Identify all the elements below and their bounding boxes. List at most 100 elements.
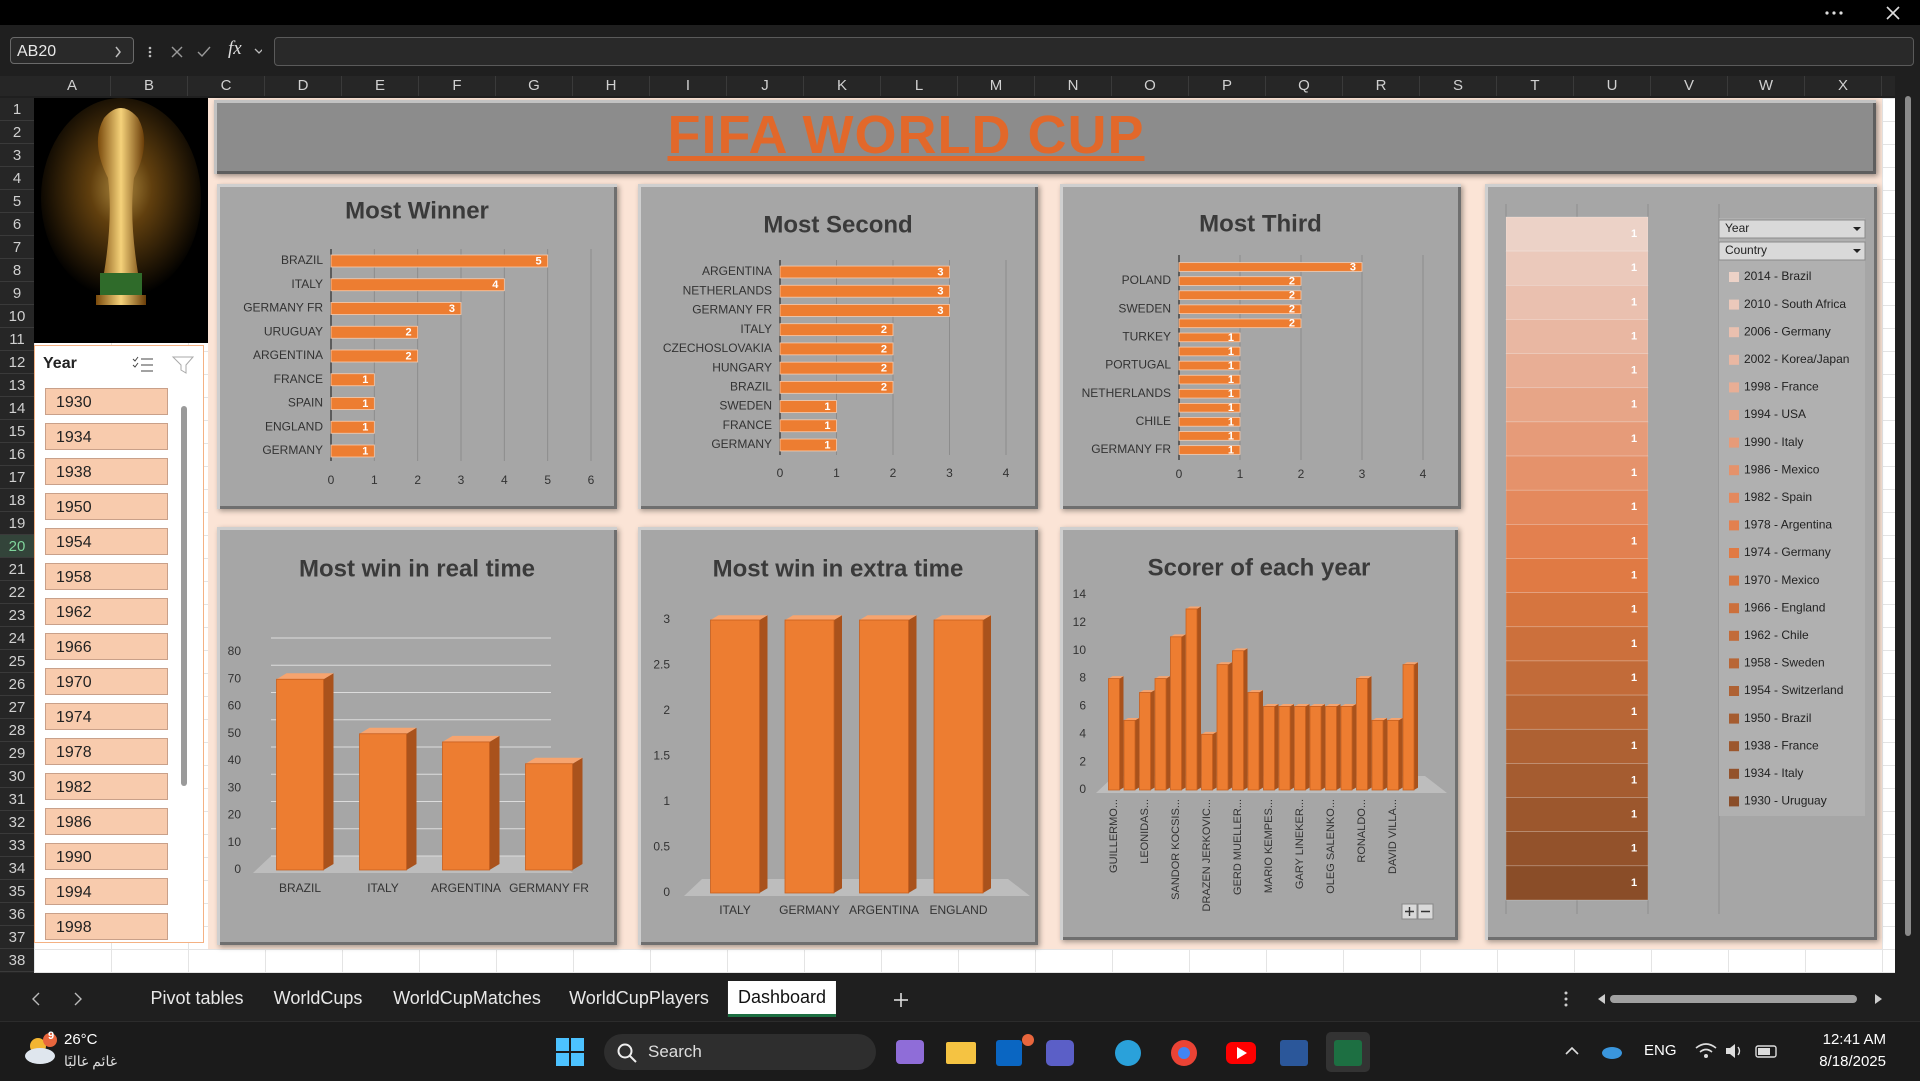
legend-swatch [1729, 492, 1739, 503]
name-box[interactable]: AB20 [10, 37, 134, 64]
filter-button[interactable] [1718, 219, 1866, 239]
bar [1309, 706, 1322, 791]
data-label: 1 [362, 422, 368, 434]
vertical-scrollbar[interactable] [1897, 76, 1920, 973]
legend-swatch [1729, 410, 1739, 420]
chart-title: Most Winner [345, 197, 489, 224]
bar [330, 397, 375, 410]
bar-side [1352, 704, 1356, 790]
bar [779, 304, 950, 317]
bar [1178, 388, 1241, 399]
slicer-icons[interactable] [131, 354, 197, 376]
slicer-item[interactable]: 1990 [45, 843, 168, 870]
slicer-item[interactable]: 1950 [45, 493, 168, 520]
legend-swatch [1729, 713, 1739, 724]
bar [330, 254, 549, 268]
sheet-tab[interactable]: WorldCups [273, 988, 363, 1008]
slicer-item[interactable]: 1938 [45, 458, 168, 485]
slicer-item[interactable]: 1958 [45, 563, 168, 590]
data-label: 1 [1631, 365, 1637, 377]
bar [1178, 304, 1302, 314]
row-header: 35 [0, 880, 34, 903]
bar [525, 763, 573, 871]
row-headers: 1 2 3 4 5 6 7 8 9 10 11 12 13 14 15 16 17 18 19 20 21 22 23 24 2… [0, 98, 34, 973]
weather-icon[interactable] [20, 1032, 60, 1068]
row-header: 1 [0, 98, 34, 121]
legend-swatch [1729, 437, 1739, 448]
start-button[interactable] [556, 1038, 586, 1068]
column-header: I [650, 76, 727, 96]
slicer-item[interactable]: 1994 [45, 878, 168, 905]
bar-top [1248, 690, 1263, 693]
slicer-scrollbar[interactable] [181, 406, 187, 786]
y-tick-label: 50 [228, 726, 242, 740]
slicer-item[interactable]: 1966 [45, 633, 168, 660]
legend-label: 2006 - Germany [1744, 324, 1831, 338]
data-label: 1 [1631, 535, 1637, 547]
row-header: 18 [0, 489, 34, 512]
scroll-thumb[interactable] [1905, 96, 1911, 936]
search-icon [617, 1043, 637, 1063]
system-icons[interactable] [1694, 1040, 1786, 1062]
slicer-item[interactable]: 1930 [45, 388, 168, 415]
slicer-item[interactable]: 1978 [45, 738, 168, 765]
formula-input[interactable] [274, 37, 1914, 66]
slicer-item[interactable]: 1970 [45, 668, 168, 695]
taskbar-apps[interactable] [890, 1032, 1370, 1072]
legend-swatch [1729, 686, 1739, 696]
sheet-tab[interactable]: WorldCupMatches [393, 988, 541, 1008]
category-label: POLAND [1122, 273, 1172, 287]
y-tick-label: 6 [1079, 699, 1086, 713]
horizontal-scrollbar[interactable] [1560, 989, 1890, 1009]
row-header: 29 [0, 742, 34, 765]
bar [1356, 678, 1368, 791]
stack-segment [1505, 250, 1649, 286]
slicer-item[interactable]: 1954 [45, 528, 168, 555]
bar-top [1139, 690, 1155, 693]
x-tick-label: 2 [414, 473, 421, 487]
slicer-item[interactable]: 1962 [45, 598, 168, 625]
y-tick-label: 20 [228, 808, 242, 822]
bar [359, 733, 407, 871]
chart-panel: Most Winner 0 1 2 3 4 5 6 BRAZIL 5 ITALY 4 GERMANY F… [217, 184, 617, 509]
filter-button[interactable] [1718, 241, 1866, 261]
y-tick-label: 2.5 [653, 658, 670, 672]
bar [784, 619, 835, 894]
tab-nav[interactable] [28, 991, 88, 1007]
category-label: SPAIN [288, 396, 323, 410]
search-box[interactable]: Search [604, 1034, 876, 1070]
legend-label: 1982 - Spain [1744, 490, 1812, 504]
filter-arrow [1853, 227, 1861, 231]
category-label: NETHERLANDS [683, 283, 772, 297]
add-sheet[interactable] [892, 991, 910, 1009]
bar [779, 380, 894, 394]
slicer-item[interactable]: 1998 [45, 913, 168, 940]
row-header: 26 [0, 673, 34, 696]
sheet-tab[interactable]: Pivot tables [150, 988, 244, 1008]
window-controls[interactable] [1822, 4, 1912, 22]
y-tick-label: 1.5 [653, 749, 670, 763]
row-header: 15 [0, 420, 34, 443]
language[interactable]: ENG [1644, 1042, 1677, 1059]
slicer-item[interactable]: 1934 [45, 423, 168, 450]
x-tick-label: 4 [1003, 466, 1010, 480]
row-header: 3 [0, 144, 34, 167]
weather-badge: 9 [47, 1030, 55, 1042]
fx-icon[interactable]: fx [228, 38, 242, 59]
bar-top [1372, 717, 1387, 721]
slicer-item[interactable]: 1982 [45, 773, 168, 800]
bar-top [1186, 606, 1201, 609]
category-label: GUILLERMO... [1108, 799, 1120, 873]
sheet-tab[interactable]: WorldCupPlayers [569, 988, 709, 1008]
slicer-item[interactable]: 1986 [45, 808, 168, 835]
row-header: 32 [0, 811, 34, 834]
sheet-tab[interactable]: Dashboard [727, 981, 837, 1017]
y-tick-label: 12 [1073, 615, 1087, 629]
slicer-item[interactable]: 1974 [45, 703, 168, 730]
data-label: 1 [1631, 774, 1637, 786]
category-label: GERMANY FR [1091, 442, 1171, 456]
column-header: W [1728, 76, 1805, 96]
category-label: GERD MUELLER... [1232, 799, 1244, 895]
tray-icons[interactable] [1562, 1038, 1642, 1064]
